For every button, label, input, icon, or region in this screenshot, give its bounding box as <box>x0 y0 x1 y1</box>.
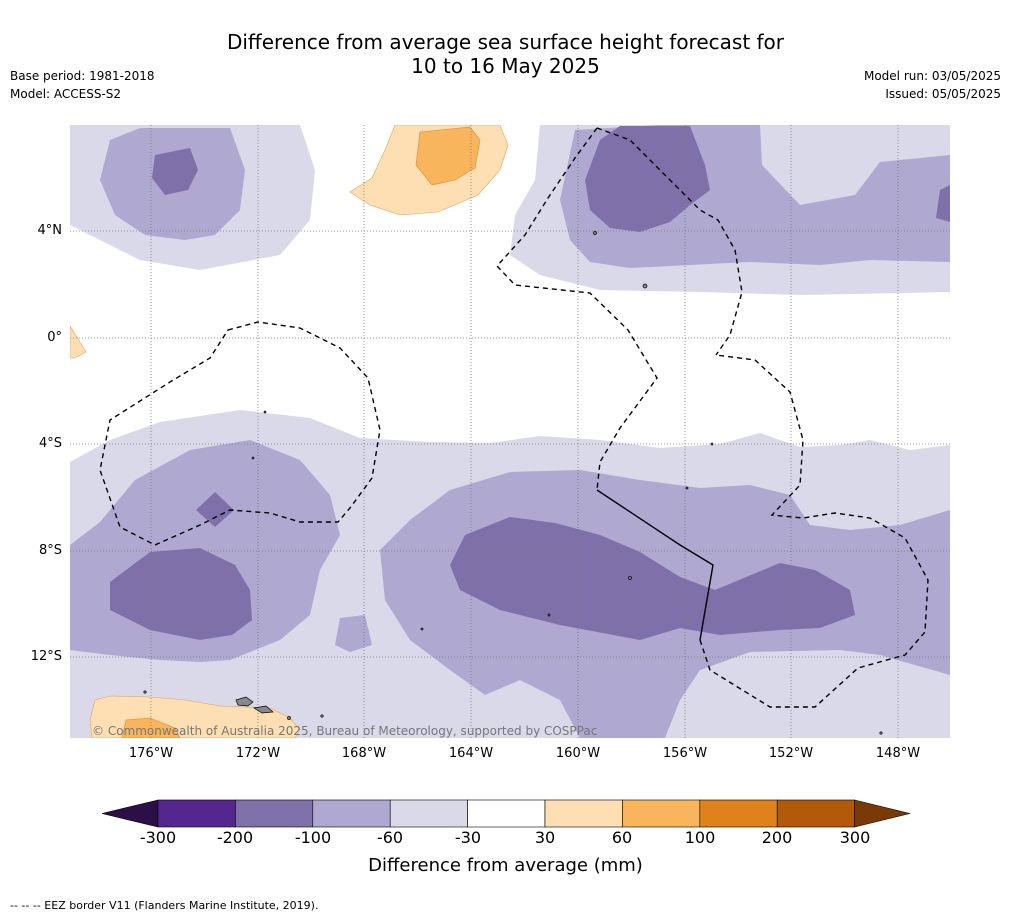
lon-label-160w: 160°W <box>555 746 601 761</box>
base-period: Base period: 1981-2018 <box>10 69 155 83</box>
lon-label-176w: 176°W <box>128 746 174 761</box>
meta-right: Model run: 03/05/2025 Issued: 05/05/2025 <box>864 67 1001 103</box>
colorbar-tick-label: -60 <box>376 828 404 847</box>
colorbar-tick-label: 200 <box>761 828 793 847</box>
colorbar-title: Difference from average (mm) <box>368 855 643 876</box>
lat-label-8s: 8°S <box>38 543 62 558</box>
lon-label-152w: 152°W <box>768 746 814 761</box>
lon-label-148w: 148°W <box>875 746 921 761</box>
lon-label-172w: 172°W <box>235 746 281 761</box>
issued-date: Issued: 05/05/2025 <box>885 87 1001 101</box>
colorbar-tick-label: -100 <box>294 828 332 847</box>
lon-label-156w: 156°W <box>662 746 708 761</box>
graticule <box>70 125 950 738</box>
colorbar-tick-label: 300 <box>839 828 871 847</box>
eez-footnote: -- -- -- EEZ border V11 (Flanders Marine… <box>10 899 319 912</box>
colorbar-tick-label: 60 <box>611 828 633 847</box>
eez-borders <box>99 127 929 708</box>
lat-label-4s: 4°S <box>38 436 62 451</box>
lat-label-0: 0° <box>47 330 62 345</box>
model-run: Model run: 03/05/2025 <box>863 69 1001 83</box>
meta-left: Base period: 1981-2018 Model: ACCESS-S2 <box>10 67 155 103</box>
colorbar-tick-label: 100 <box>684 828 716 847</box>
map-title: Difference from average sea surface heig… <box>0 30 1011 78</box>
lat-label-4n: 4°N <box>37 223 63 238</box>
title-line-1: Difference from average sea surface heig… <box>226 30 785 54</box>
colorbar-tick-label: -300 <box>139 828 177 847</box>
colorbar-tick-label: -200 <box>216 828 254 847</box>
colorbar-tick-label: -30 <box>454 828 482 847</box>
lon-label-164w: 164°W <box>448 746 494 761</box>
title-line-2: 10 to 16 May 2025 <box>411 54 600 78</box>
colorbar-tick-label: 30 <box>534 828 556 847</box>
lat-label-12s: 12°S <box>30 649 62 664</box>
contour-minus100-to-minus200 <box>110 126 950 640</box>
model-name: Model: ACCESS-S2 <box>10 87 122 101</box>
lon-label-168w: 168°W <box>341 746 387 761</box>
copyright-notice: © Commonwealth of Australia 2025, Bureau… <box>92 724 598 738</box>
islands <box>143 231 883 735</box>
